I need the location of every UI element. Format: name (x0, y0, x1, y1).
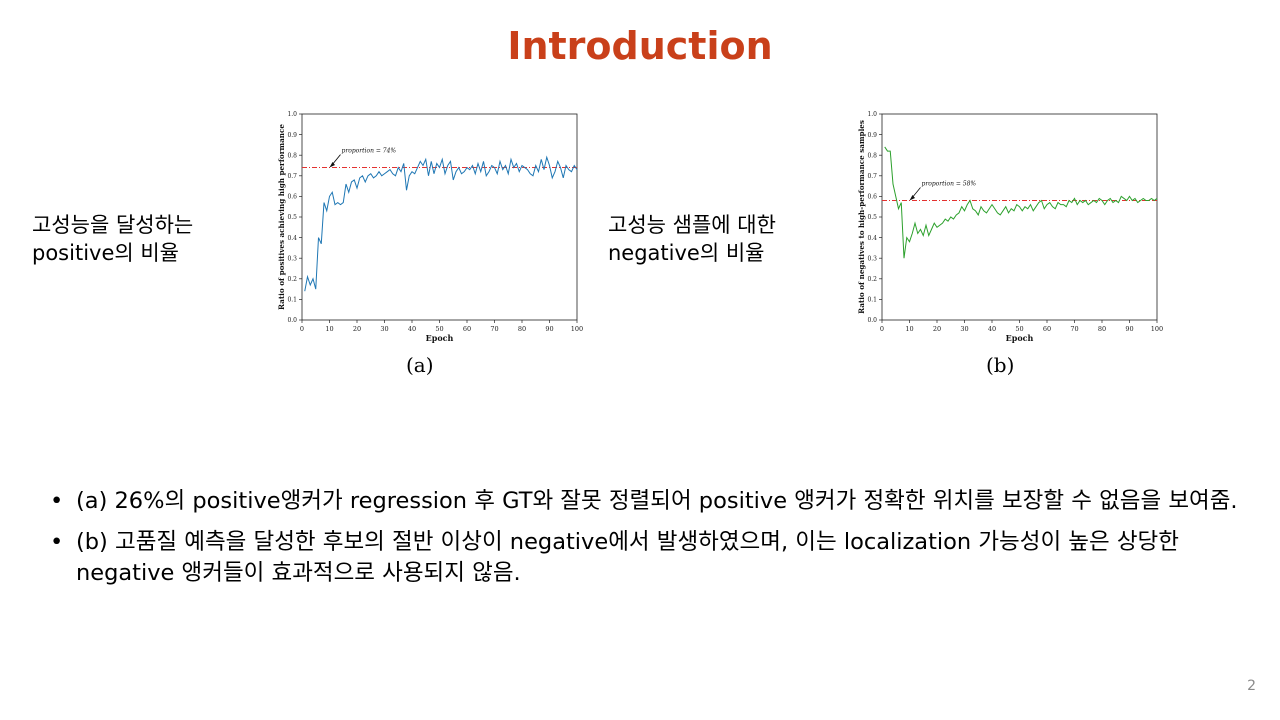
chart-a-description: 고성능을 달성하는 positive의 비율 (32, 211, 193, 267)
chart-a-description-line-2: positive의 비율 (32, 241, 180, 265)
bullet-item-a: • (a) 26%의 positive앵커가 regression 후 GT와 … (50, 486, 1240, 517)
x-tick-label: 70 (1070, 325, 1078, 333)
y-tick-label: 0.5 (867, 214, 877, 221)
bullet-marker: • (50, 488, 64, 514)
x-tick-label: 60 (463, 325, 471, 333)
y-tick-label: 0.8 (287, 152, 297, 159)
chart-a-description-line-1: 고성능을 달성하는 (32, 213, 194, 237)
reference-annotation: proportion = 58% (922, 181, 977, 188)
y-tick-label: 0.2 (287, 276, 297, 283)
y-tick-label: 1.0 (867, 111, 877, 118)
chart-b-description: 고성능 샘플에 대한 negative의 비율 (608, 211, 776, 267)
x-axis-label: Epoch (1006, 333, 1034, 343)
x-tick-label: 10 (905, 325, 913, 333)
bullet-marker: • (50, 529, 64, 555)
chart-b-description-line-2: negative의 비율 (608, 241, 765, 265)
x-tick-label: 30 (960, 325, 968, 333)
x-tick-label: 40 (988, 325, 996, 333)
y-axis-label: Ratio of negatives to high-performance s… (857, 120, 866, 314)
x-tick-label: 30 (380, 325, 388, 333)
x-tick-label: 50 (1015, 325, 1023, 333)
y-tick-label: 0.9 (867, 132, 877, 139)
y-tick-label: 0.4 (867, 235, 877, 242)
y-tick-label: 0.7 (867, 173, 877, 180)
y-tick-label: 0.0 (287, 317, 297, 324)
x-tick-label: 50 (435, 325, 443, 333)
plot-frame (881, 113, 1158, 321)
annotation-arrow-head (909, 195, 915, 201)
annotation-arrow-head (329, 162, 335, 168)
series-line (884, 146, 1158, 259)
bullet-list: • (a) 26%의 positive앵커가 regression 후 GT와 … (50, 486, 1240, 599)
bullet-text: (a) 26%의 positive앵커가 regression 후 GT와 잘못… (76, 488, 1238, 514)
x-tick-label: 40 (408, 325, 416, 333)
y-tick-label: 1.0 (287, 111, 297, 118)
chart-a: 0 10 20 30 40 50 60 70 80 90 100 0.0 0.1 0.2 0.3 0.4 0.5… (277, 111, 583, 343)
x-tick-label: 20 (353, 325, 361, 333)
y-tick-label: 0.4 (287, 235, 297, 242)
y-tick-label: 0.6 (287, 194, 297, 201)
x-tick-label: 70 (490, 325, 498, 333)
page-number: 2 (1247, 678, 1256, 694)
y-tick-label: 0.3 (867, 255, 877, 262)
x-tick-label: 80 (1098, 325, 1106, 333)
y-tick-label: 0.9 (287, 132, 297, 139)
y-tick-label: 0.2 (867, 276, 877, 283)
x-tick-label: 100 (571, 325, 583, 333)
bullet-item-b: • (b) 고품질 예측을 달성한 후보의 절반 이상이 negative에서 … (50, 527, 1240, 589)
y-tick-label: 0.0 (867, 317, 877, 324)
x-tick-label: 10 (325, 325, 333, 333)
y-tick-label: 0.8 (867, 152, 877, 159)
chart-b: 0 10 20 30 40 50 60 70 80 90 100 0.0 0.1 0.2 0.3 0.4 0.5… (857, 111, 1163, 343)
y-axis-label: Ratio of positives achieving high perfor… (277, 124, 286, 310)
slide-title: Introduction (507, 24, 773, 68)
bullet-text: (b) 고품질 예측을 달성한 후보의 절반 이상이 negative에서 발생… (76, 529, 1179, 586)
chart-b-caption: (b) (986, 353, 1015, 377)
chart-b-description-line-1: 고성능 샘플에 대한 (608, 213, 776, 237)
y-tick-label: 0.6 (867, 194, 877, 201)
x-tick-label: 90 (1125, 325, 1133, 333)
x-tick-label: 20 (933, 325, 941, 333)
x-tick-label: 90 (545, 325, 553, 333)
y-tick-label: 0.5 (287, 214, 297, 221)
x-tick-label: 80 (518, 325, 526, 333)
y-tick-label: 0.7 (287, 173, 297, 180)
series-line (304, 155, 578, 292)
plot-frame (301, 113, 578, 321)
y-tick-label: 0.3 (287, 255, 297, 262)
x-tick-label: 60 (1043, 325, 1051, 333)
x-tick-label: 0 (300, 325, 304, 333)
y-tick-label: 0.1 (287, 297, 297, 304)
x-axis-label: Epoch (426, 333, 454, 343)
x-tick-label: 100 (1151, 325, 1163, 333)
reference-annotation: proportion = 74% (342, 148, 397, 155)
y-tick-label: 0.1 (867, 297, 877, 304)
chart-a-caption: (a) (406, 353, 434, 377)
x-tick-label: 0 (880, 325, 884, 333)
